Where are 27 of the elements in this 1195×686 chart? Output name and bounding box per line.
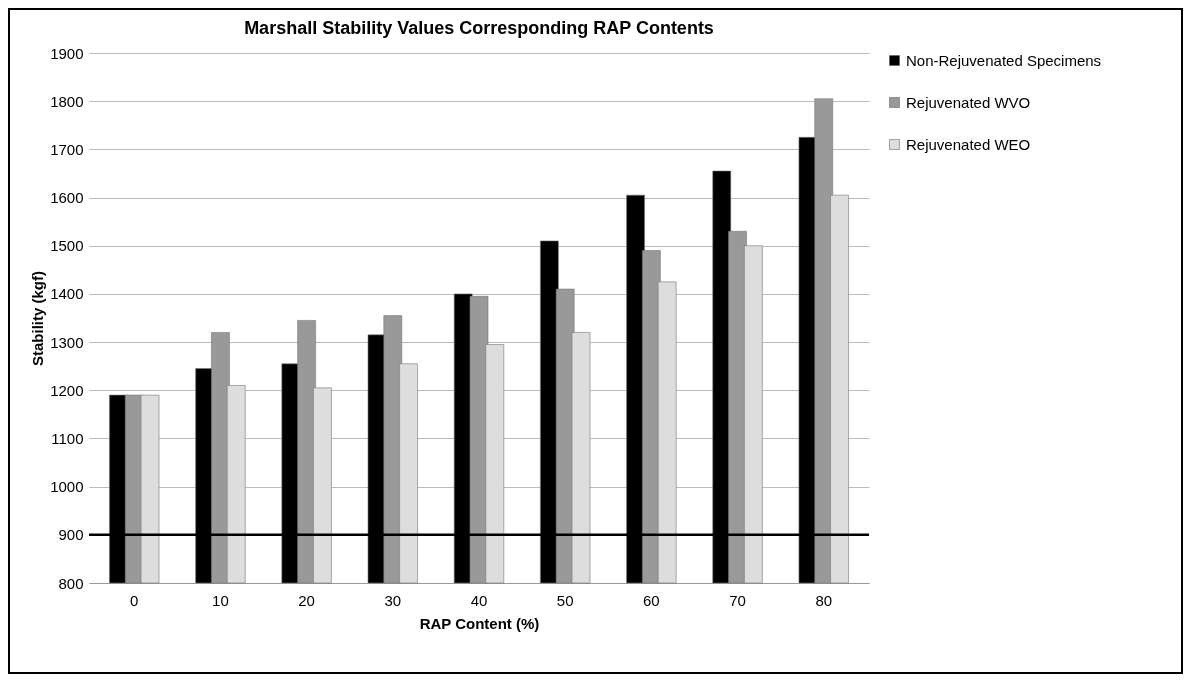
y-tick-label: 1300: [50, 333, 84, 351]
x-tick-label: 0: [130, 591, 139, 609]
y-tick-label: 1100: [51, 429, 84, 447]
x-tick-label: 80: [815, 591, 833, 609]
y-tick-label: 900: [58, 526, 84, 544]
x-tick-label: 20: [298, 591, 315, 609]
x-tick-label: 10: [212, 591, 229, 609]
y-tick-label: 1600: [50, 189, 84, 207]
y-tick-label: 800: [58, 574, 84, 592]
legend-label: Rejuvenated WVO: [906, 93, 1031, 111]
x-axis-title: RAP Content (%): [419, 614, 540, 632]
y-tick-label: 1700: [50, 140, 84, 158]
y-axis-title: Stability (kgf): [29, 270, 47, 367]
x-tick-label: 70: [729, 591, 746, 609]
x-tick-label: 50: [556, 591, 574, 609]
x-tick-label: 60: [643, 591, 660, 609]
chart-title: Marshall Stability Values Corresponding RAP Contents: [244, 18, 714, 38]
y-tick-label: 1400: [50, 285, 84, 303]
x-tick-label: 30: [384, 591, 402, 609]
legend-label: Non-Rejuvenated Specimens: [906, 51, 1102, 69]
legend-label: Rejuvenated WEO: [906, 135, 1031, 153]
y-tick-label: 1000: [50, 478, 84, 496]
y-tick-label: 1900: [50, 44, 84, 62]
y-tick-label: 1200: [50, 381, 84, 399]
y-tick-label: 1800: [50, 92, 84, 110]
x-tick-label: 40: [470, 591, 488, 609]
y-tick-label: 1500: [50, 237, 84, 255]
